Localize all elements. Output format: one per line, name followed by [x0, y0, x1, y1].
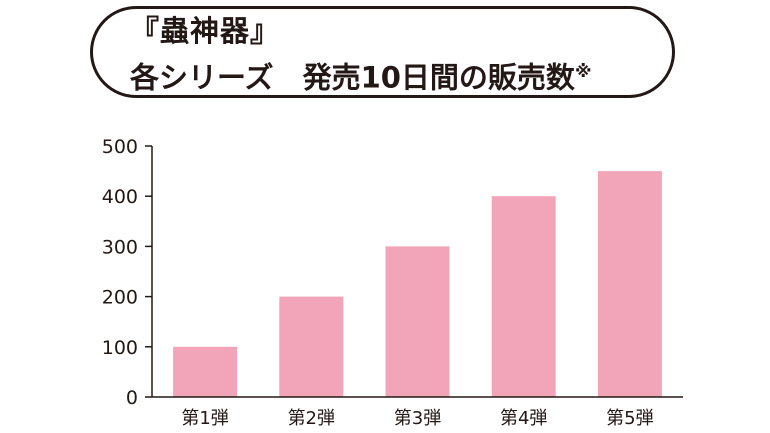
bar-1	[173, 346, 238, 397]
bar-2	[279, 296, 344, 397]
y-tick-label: 0	[126, 387, 138, 409]
bars-group	[173, 171, 662, 397]
x-tick-label-1: 第1弾	[181, 408, 228, 429]
y-tick-label: 400	[102, 186, 138, 208]
x-tick-label-2: 第2弾	[288, 408, 335, 429]
x-tick-label-4: 第4弾	[500, 408, 547, 429]
chart-title-product: 『蟲神器』	[130, 14, 281, 48]
y-tick-label: 300	[102, 236, 138, 258]
title-metric-text: 発売10日間の販売数	[302, 60, 575, 95]
y-tick-label: 200	[102, 287, 138, 309]
title-series-text: 各シリーズ	[130, 60, 274, 95]
bar-5	[597, 171, 662, 397]
bar-4	[491, 196, 556, 397]
y-tick-label: 500	[102, 136, 138, 158]
title-frame	[90, 6, 675, 98]
x-tick-label-3: 第3弾	[394, 408, 441, 429]
bar-3	[385, 246, 450, 397]
title-note-mark: ※	[574, 62, 592, 82]
chart-title-subtitle: 各シリーズ 発売10日間の販売数※	[130, 54, 591, 96]
x-tick-label-5: 第5弾	[606, 408, 653, 429]
y-axis: 0 100 200 300 400 500	[102, 136, 153, 409]
x-axis: 第1弾 第2弾 第3弾 第4弾 第5弾	[152, 396, 683, 429]
y-tick-label: 100	[102, 337, 138, 359]
